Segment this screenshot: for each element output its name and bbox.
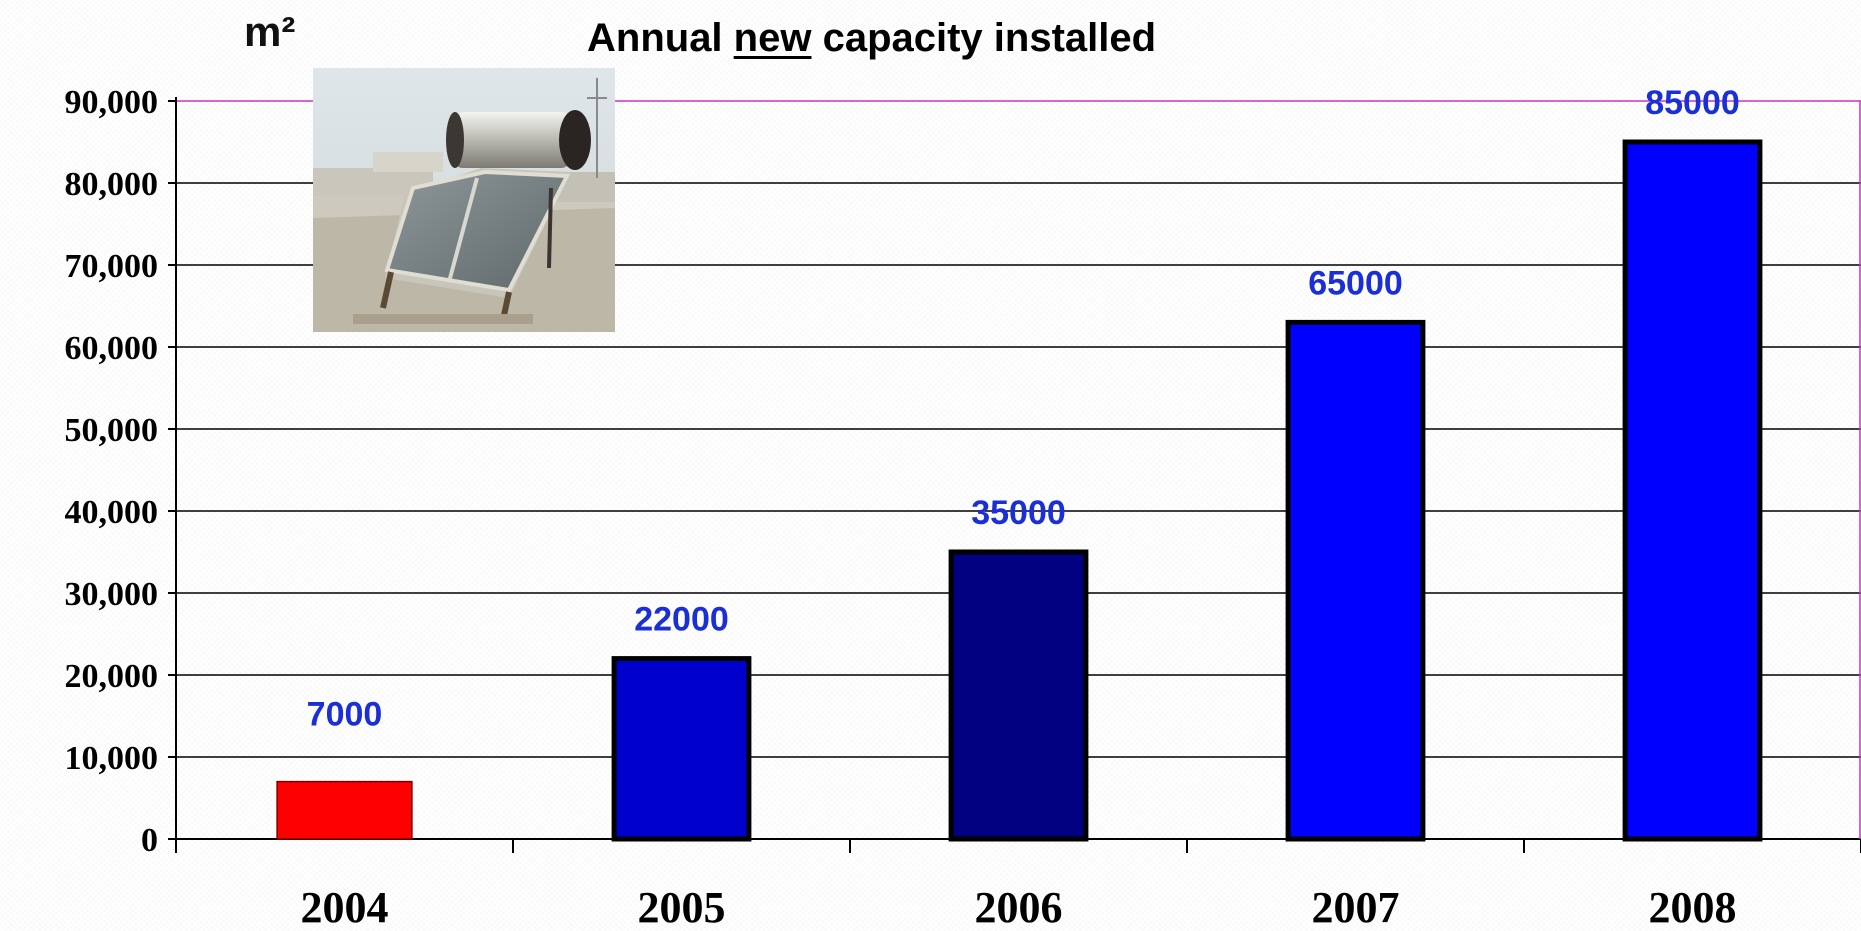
data-labels: 7000 22000 35000 65000 85000 [307,84,1740,734]
solar-water-heater-photo [313,68,615,332]
y-tick-label: 30,000 [65,576,159,613]
title-suffix: capacity installed [811,16,1157,60]
data-label-2005: 22000 [634,601,729,639]
y-tick-label: 80,000 [65,166,159,203]
x-tick-label: 2004 [301,883,389,931]
data-label-2006: 35000 [971,494,1066,532]
y-tick-label: 50,000 [65,412,159,449]
y-tick-label: 40,000 [65,494,159,531]
title-prefix: Annual [587,16,734,60]
y-tick-label: 90,000 [65,84,159,121]
bars [276,139,1763,842]
x-tick-label: 2005 [638,883,726,931]
y-tick-label: 0 [141,822,158,859]
axes: 0 10,000 20,000 30,000 40,000 50,000 60,000 70,… [65,84,1861,931]
data-label-2004: 7000 [307,696,383,734]
x-tick-label: 2007 [1312,883,1400,931]
x-tick-label: 2006 [975,883,1063,931]
y-tick-label: 20,000 [65,658,159,695]
y-tick-label: 70,000 [65,248,159,285]
x-tick-label: 2008 [1649,883,1737,931]
bar-2007 [1285,319,1426,842]
y-axis-unit-label: m² [244,8,296,55]
bar-2004 [276,780,413,840]
data-label-2007: 65000 [1308,264,1403,302]
data-label-2008: 85000 [1645,84,1740,122]
bar-2008 [1622,139,1763,842]
y-tick-label: 60,000 [65,330,159,367]
y-tick-label: 10,000 [65,740,159,777]
title-emphasis: new [733,16,812,60]
bar-2005 [611,656,752,842]
bar-2006 [948,549,1089,842]
chart-title: Annual new capacity installed [587,16,1156,61]
